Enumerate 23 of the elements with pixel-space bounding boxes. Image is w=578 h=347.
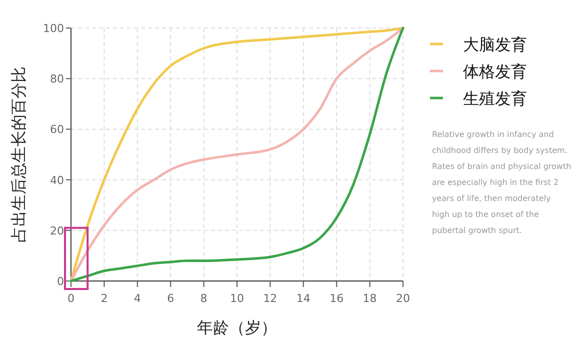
y-tick-label: 0 xyxy=(57,275,64,288)
x-tick-label: 16 xyxy=(330,292,344,305)
x-tick-label: 0 xyxy=(68,292,74,305)
text: Relative growth in infancy and childhood differs by body system. Rates of brain and physical growth are especially high in the first 2 years of life, then moderately high up to the onset of the pubertal growth spurt. xyxy=(432,130,572,235)
x-tick-label: 2 xyxy=(100,292,108,305)
x-tick-label: 18 xyxy=(362,292,377,305)
x-tick-label: 10 xyxy=(230,292,244,305)
legend-label: 生殖发育 xyxy=(463,89,527,108)
y-tick-label: 40 xyxy=(50,174,64,187)
legend-label: 大脑发育 xyxy=(463,35,527,54)
legend-label: 体格发育 xyxy=(463,62,527,81)
y-axis-title: 占出生后总生长的百分比 xyxy=(9,66,28,242)
x-tick-label: 12 xyxy=(263,292,278,305)
x-tick-label: 4 xyxy=(134,292,141,305)
x-tick-label: 14 xyxy=(296,292,310,305)
x-axis-title: 年龄（岁） xyxy=(197,318,277,337)
y-tick-label: 60 xyxy=(50,123,64,136)
x-tick-label: 20 xyxy=(396,292,410,305)
y-tick-label: 80 xyxy=(50,72,64,86)
y-tick-label: 20 xyxy=(50,224,64,238)
x-tick-label: 6 xyxy=(167,292,174,305)
x-tick-label: 8 xyxy=(200,292,208,305)
y-tick-label: 100 xyxy=(43,22,64,35)
